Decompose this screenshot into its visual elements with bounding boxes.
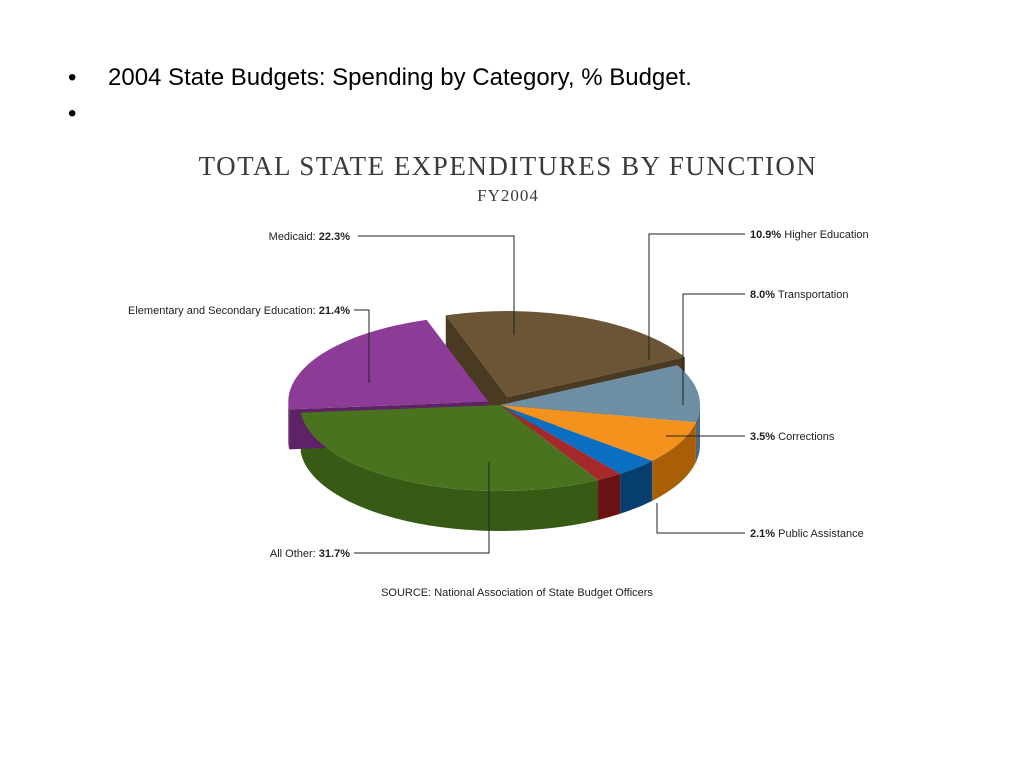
slice-value-elementary-and-secondary-education: 21.4% <box>319 305 350 317</box>
bullet-glyph: • <box>68 100 77 127</box>
pie-slice-transportation <box>500 405 696 461</box>
bullet-item-1: • 2004 State Budgets: Spending by Categor… <box>68 60 692 96</box>
chart-title: TOTAL STATE EXPENDITURES BY FUNCTION <box>199 151 818 181</box>
bullet-list: • 2004 State Budgets: Spending by Categor… <box>68 60 692 132</box>
slice-label-medicaid: Medicaid: 22.3% <box>269 231 351 243</box>
slice-name-public-assistance: Public Assistance <box>775 528 864 540</box>
slice-value-medicaid: 22.3% <box>319 231 350 243</box>
slice-label-transportation: 8.0% Transportation <box>750 289 848 301</box>
slice-value-all-other: 31.7% <box>319 548 350 560</box>
bullet-text-1: 2004 State Budgets: Spending by Category… <box>108 64 692 91</box>
slice-value-corrections: 3.5% <box>750 431 775 443</box>
pie-slice-elementary-and-secondary-education <box>288 319 489 410</box>
pie-slice-medicaid <box>445 311 685 398</box>
slice-label-all-other: All Other: 31.7% <box>270 548 350 560</box>
leader-line-all-other <box>354 462 490 554</box>
slice-label-higher-education: 10.9% Higher Education <box>750 229 869 241</box>
slice-label-corrections: 3.5% Corrections <box>750 431 835 443</box>
slice-name-transportation: Transportation <box>775 289 848 301</box>
slice-value-transportation: 8.0% <box>750 289 775 301</box>
leader-line-public-assistance <box>656 503 745 534</box>
pie-side-elementary-and-secondary-education <box>288 401 290 450</box>
bullet-item-2: • <box>68 96 692 132</box>
slice-value-higher-education: 10.9% <box>750 229 781 241</box>
leader-line-higher-education <box>648 233 745 360</box>
leader-line-elementary-and-secondary-education <box>354 309 370 383</box>
pie-side-higher-education <box>695 405 700 463</box>
pie-side-public-assistance <box>598 473 621 520</box>
pie-slice-higher-education <box>500 365 701 423</box>
slice-name-higher-education: Higher Education <box>781 229 868 241</box>
slice-labels: Medicaid: 22.3% 10.9% Higher Education 8.0… <box>128 229 869 560</box>
pie-side-transportation <box>652 422 696 501</box>
pie-side-all-other <box>300 412 599 531</box>
slice-name-all-other: All Other: <box>270 548 319 560</box>
bullet-glyph: • <box>68 64 77 91</box>
leader-line-transportation <box>682 293 745 405</box>
pie-slice-public-assistance <box>500 405 621 480</box>
slice-value-public-assistance: 2.1% <box>750 528 775 540</box>
slice-name-corrections: Corrections <box>775 431 835 443</box>
slice-label-elementary-and-secondary-education: Elementary and Secondary Education: 21.4… <box>128 305 350 317</box>
slice-name-elementary-and-secondary-education: Elementary and Secondary Education: <box>128 305 319 317</box>
leader-line-medicaid <box>358 235 515 335</box>
slice-label-public-assistance: 2.1% Public Assistance <box>750 528 864 540</box>
chart-subtitle: FY2004 <box>477 186 539 205</box>
chart-source: SOURCE: National Association of State Bu… <box>381 587 653 599</box>
pie-slice-corrections <box>500 405 653 474</box>
slice-name-medicaid: Medicaid: <box>269 231 319 243</box>
pie-slice-all-other <box>300 405 599 491</box>
pie-slices <box>288 311 701 531</box>
pie-side-corrections <box>620 460 653 514</box>
